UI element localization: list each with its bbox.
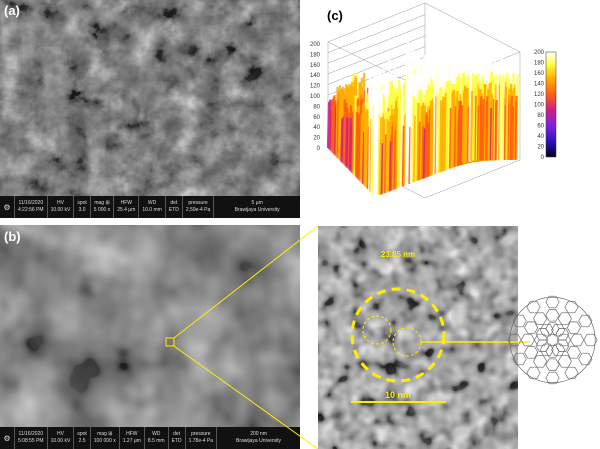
- z-tick-label: 60: [313, 115, 320, 121]
- surface-plot: 0 20 40 60 80 100 120 140 160 180 200 0 20 40 60 80 100…: [310, 2, 557, 199]
- z-tick-label: 140: [310, 73, 321, 79]
- fei-logo-icon: ⚙: [3, 433, 11, 443]
- det-value: ETD: [171, 438, 182, 444]
- z-tick-label: 100: [310, 94, 321, 100]
- zoom-region-marker: [165, 337, 175, 347]
- cluster-outline: [350, 287, 446, 383]
- panel-label-c: (c): [327, 8, 343, 23]
- date: 11/16/2020: [18, 431, 44, 437]
- colorbar-tick-label: 0: [541, 155, 545, 161]
- z-tick-label: 40: [313, 125, 320, 131]
- det-label: det: [170, 200, 178, 206]
- hv-label: HV: [56, 200, 64, 206]
- spot-value: 3.0: [78, 207, 86, 213]
- fei-logo-icon: ⚙: [3, 202, 11, 212]
- spot-value: 2.5: [78, 438, 86, 444]
- time: 5:08:55 PM: [18, 438, 44, 444]
- colorbar-tick-label: 120: [534, 92, 545, 98]
- z-tick-label: 160: [310, 63, 321, 69]
- scale-bar-label: 10 nm: [385, 390, 411, 400]
- sem-image-a: [0, 0, 300, 196]
- mag-value: 5 000 x: [93, 207, 111, 213]
- scale-bar-label: 200 nm: [250, 431, 267, 437]
- zoomed-image: 23.85 nm 10 nm: [318, 226, 518, 449]
- colorbar-tick-label: 100: [534, 103, 545, 109]
- wd-value: 10.0 mm: [142, 207, 162, 213]
- mag-label: mag ⊞: [94, 200, 110, 206]
- wd-value: 8.5 mm: [147, 438, 165, 444]
- colorbar-tick-label: 80: [537, 113, 544, 119]
- colorbar-tick-label: 180: [534, 61, 545, 67]
- spot-label: spot: [77, 200, 87, 206]
- z-tick-label: 20: [313, 136, 320, 142]
- sem-image-b: [0, 225, 300, 427]
- hfw-label: HFW: [120, 200, 132, 206]
- pressure-value: 2.50e-4 Pa: [185, 207, 211, 213]
- pressure-label: pressure: [191, 431, 211, 437]
- scale-bar-label: 5 µm: [251, 200, 263, 206]
- colorbar-tick-label: 20: [537, 145, 544, 151]
- wd-label: WD: [152, 431, 161, 437]
- colorbar: [545, 51, 557, 158]
- det-label: det: [173, 431, 181, 437]
- surface-mesh: [326, 41, 519, 197]
- molecule-outline: [362, 315, 392, 345]
- institution: Brawijaya University: [234, 207, 280, 213]
- mag-label: mag ⊞: [97, 431, 113, 437]
- hv-value: 10.00 kV: [50, 438, 71, 444]
- hfw-label: HFW: [126, 431, 138, 437]
- z-tick-label: 120: [310, 84, 321, 90]
- spot-label: spot: [77, 431, 87, 437]
- colorbar-tick-label: 140: [534, 82, 545, 88]
- colorbar-tick-label: 60: [537, 124, 544, 130]
- hv-value: 10.00 kV: [50, 207, 71, 213]
- z-tick-label: 200: [310, 42, 321, 48]
- mag-value: 100 000 x: [93, 438, 116, 444]
- hfw-value: 1.27 µm: [122, 438, 141, 444]
- z-tick-label: 0: [317, 146, 321, 152]
- sem-info-bar-a: ⚙ 11/16/2020 4:22:56 PM HV 10.00 kV spot 3.…: [0, 196, 300, 218]
- pressure-value: 1.78e-4 Pa: [188, 438, 214, 444]
- diameter-label: 23.85 nm: [381, 250, 415, 259]
- colorbar-tick-label: 200: [534, 50, 545, 56]
- hfw-value: 25.4 µm: [117, 207, 136, 213]
- fullerene-molecule-icon: [507, 295, 598, 385]
- pressure-label: pressure: [188, 200, 208, 206]
- z-tick-label: 80: [313, 104, 320, 110]
- colorbar-tick-label: 40: [537, 134, 544, 140]
- panel-label-b: (b): [4, 229, 21, 244]
- hv-label: HV: [56, 431, 64, 437]
- z-tick-label: 180: [310, 52, 321, 58]
- wd-label: WD: [147, 200, 157, 206]
- date: 11/16/2020: [18, 200, 44, 206]
- det-value: ETD: [168, 207, 179, 213]
- panel-label-a: (a): [4, 3, 20, 18]
- institution: Brawijaya University: [236, 438, 282, 444]
- colorbar-tick-label: 160: [534, 71, 545, 77]
- sem-info-bar-b: ⚙ 11/16/2020 5:08:55 PM HV 10.00 kV spot 2.…: [0, 427, 300, 449]
- time: 4:22:56 PM: [18, 207, 44, 213]
